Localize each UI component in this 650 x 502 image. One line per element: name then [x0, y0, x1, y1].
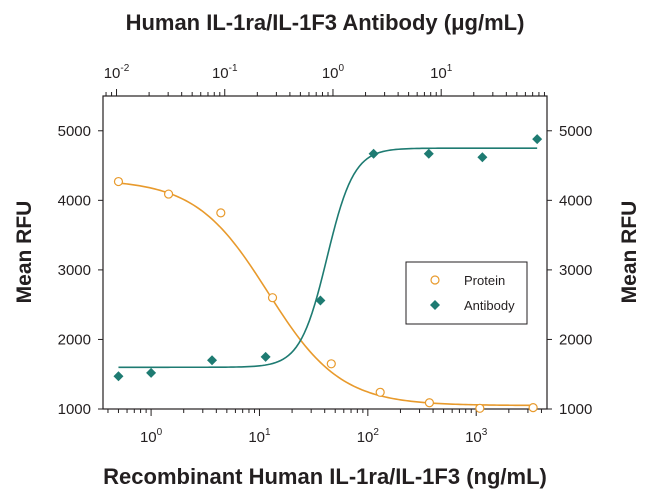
y-tick-label-left: 4000: [58, 192, 91, 209]
chart-title-top: Human IL-1ra/IL-1F3 Antibody (μg/mL): [126, 10, 525, 35]
data-point-antibody: [146, 367, 157, 378]
data-point-protein: [475, 403, 485, 413]
bottom-ticks: 100 101 102 103: [107, 409, 542, 446]
data-point-antibody: [207, 355, 218, 366]
data-point-protein: [163, 189, 174, 199]
fit-curves: [118, 147, 538, 407]
data-point-protein: [326, 359, 336, 369]
top-ticks: 10-2 10-1 100 101: [104, 63, 545, 96]
x-tick-label-bottom: 102: [357, 427, 380, 446]
legend-protein-marker: [430, 275, 440, 285]
data-point-antibody: [113, 371, 124, 382]
y-axis-title-left: Mean RFU: [13, 201, 36, 304]
data-point-antibody: [368, 148, 379, 159]
legend-antibody-label: Antibody: [464, 298, 515, 313]
data-point-antibody: [477, 152, 488, 163]
y-axis-title-right: Mean RFU: [618, 201, 641, 304]
data-point-protein: [216, 208, 226, 218]
y-tick-label-right: 3000: [559, 262, 592, 279]
y-tick-label-left: 3000: [58, 262, 91, 279]
data-point-protein: [424, 398, 435, 408]
y-tick-label-right: 1000: [559, 401, 592, 418]
data-point-protein: [267, 293, 278, 303]
y-tick-label-right: 4000: [559, 192, 592, 209]
legend-protein-label: Protein: [464, 273, 505, 288]
y-tick-label-right: 5000: [559, 123, 592, 140]
y-tick-label-left: 1000: [58, 401, 91, 418]
data-points: [113, 134, 543, 413]
x-tick-label-bottom: 100: [140, 427, 163, 446]
x-tick-label-top: 10-1: [212, 63, 238, 82]
legend: Protein Antibody: [405, 261, 528, 325]
left-ticks: 1000 2000 3000 4000 5000: [58, 123, 103, 418]
data-point-antibody: [260, 351, 271, 362]
data-point-protein: [375, 387, 385, 397]
x-tick-label-top: 101: [430, 63, 453, 82]
fit-curve-protein: [118, 182, 534, 407]
x-tick-label-bottom: 101: [248, 427, 271, 446]
legend-box: [405, 261, 528, 325]
data-point-antibody: [423, 148, 434, 159]
right-ticks: 1000 2000 3000 4000 5000: [547, 123, 592, 418]
data-point-protein: [113, 176, 124, 187]
y-tick-label-right: 2000: [559, 331, 592, 348]
data-point-protein: [528, 403, 538, 413]
y-tick-label-left: 5000: [58, 123, 91, 140]
x-tick-label-bottom: 103: [465, 427, 488, 446]
plot-frame: [102, 95, 548, 410]
x-tick-label-top: 100: [322, 63, 345, 82]
data-point-antibody: [315, 295, 326, 306]
x-axis-title-bottom: Recombinant Human IL-1ra/IL-1F3 (ng/mL): [103, 464, 547, 489]
data-point-antibody: [532, 134, 543, 145]
legend-antibody-marker: [430, 300, 440, 310]
y-tick-label-left: 2000: [58, 331, 91, 348]
fit-curve-antibody: [118, 147, 538, 369]
x-tick-label-top: 10-2: [104, 63, 130, 82]
